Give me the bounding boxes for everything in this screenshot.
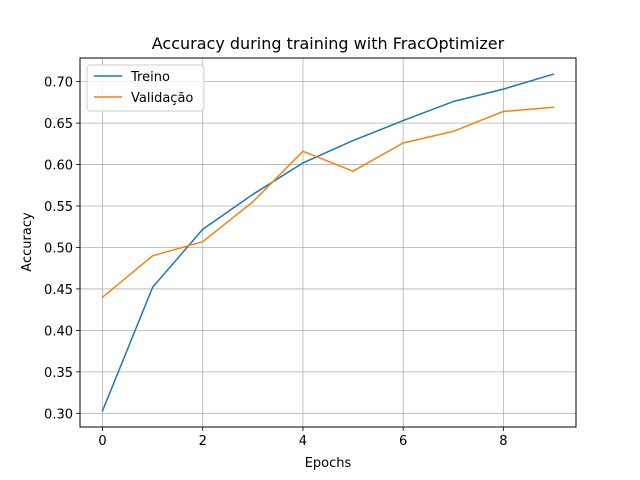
legend: Treino Validação <box>86 64 205 112</box>
plot-frame <box>79 57 577 428</box>
y-tick-label: 0.45 <box>44 283 73 298</box>
axis-ticks: 0 2 4 6 8 0.30 0.35 0.40 0.45 0.50 0.55 0.60 0.65 0.7… <box>44 76 507 449</box>
x-tick-label: 6 <box>399 434 407 449</box>
y-tick-label: 0.60 <box>44 159 73 174</box>
series-lines <box>101 73 555 412</box>
y-tick-label: 0.40 <box>44 324 73 339</box>
x-tick-label: 4 <box>299 434 307 449</box>
y-tick-label: 0.35 <box>44 366 73 381</box>
chart-title: Accuracy during training with FracOptimi… <box>152 34 505 53</box>
x-axis-title: Epochs <box>305 456 352 471</box>
legend-label-treino: Treino <box>130 70 170 85</box>
x-tick-label: 0 <box>98 434 106 449</box>
y-tick-label: 0.55 <box>44 200 73 215</box>
x-tick-label: 2 <box>199 434 207 449</box>
series-line-validacao <box>101 106 555 299</box>
y-tick-label: 0.70 <box>44 76 73 91</box>
y-axis-title: Accuracy <box>20 212 35 272</box>
series-line-treino <box>101 73 555 412</box>
legend-label-validacao: Validação <box>131 91 193 106</box>
x-tick-label: 8 <box>499 434 507 449</box>
y-tick-label: 0.30 <box>44 407 73 422</box>
grid <box>80 58 576 427</box>
y-tick-label: 0.50 <box>44 241 73 256</box>
y-tick-label: 0.65 <box>44 117 73 132</box>
